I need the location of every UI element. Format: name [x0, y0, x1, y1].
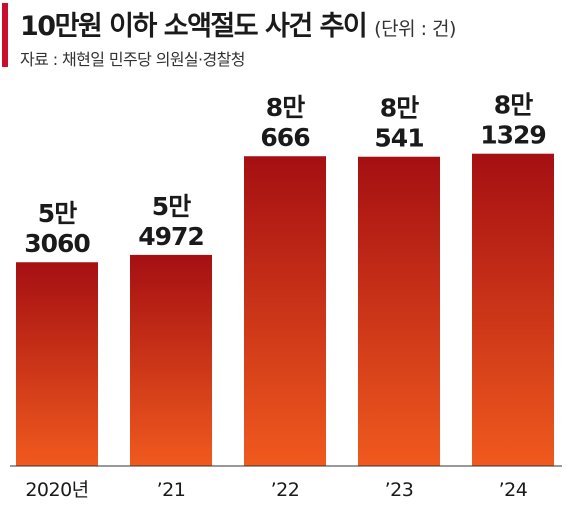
x-tick-label-3: ’23 [385, 479, 414, 501]
bar-value-label-0-0: 5만 [38, 199, 77, 228]
bar-4 [472, 153, 554, 466]
x-tick-label-4: ’24 [499, 479, 528, 501]
bar-0 [16, 262, 98, 466]
bar-value-label-4-1: 1329 [480, 121, 546, 150]
bar-value-label-4-0: 8만 [494, 91, 533, 120]
unit-label: (단위 : 건) [374, 18, 456, 40]
bar-value-label-2-1: 666 [260, 123, 310, 152]
bar-value-label-0-1: 3060 [24, 229, 90, 258]
x-tick-label-2: ’22 [271, 479, 300, 501]
bar-value-label-3-0: 8만 [380, 94, 419, 123]
source-note: 자료 : 채현일 민주당 의원실·경찰청 [20, 50, 246, 69]
x-tick-label-0: 2020년 [25, 479, 88, 501]
bar-value-label-2-0: 8만 [266, 93, 305, 122]
bar-2 [244, 156, 326, 466]
x-tick-label-1: ’21 [157, 479, 186, 501]
bar-1 [130, 254, 212, 466]
bar-value-label-1-0: 5만 [152, 192, 191, 221]
bar-value-label-3-1: 541 [374, 124, 423, 153]
bar-value-label-1-1: 4972 [138, 222, 204, 251]
title-accent-bar [2, 3, 8, 67]
bar-3 [358, 156, 440, 466]
chart-title-text: 10만원 이하 소액절도 사건 추이 [20, 11, 368, 42]
chart-title: 10만원 이하 소액절도 사건 추이 (단위 : 건) [20, 4, 456, 43]
